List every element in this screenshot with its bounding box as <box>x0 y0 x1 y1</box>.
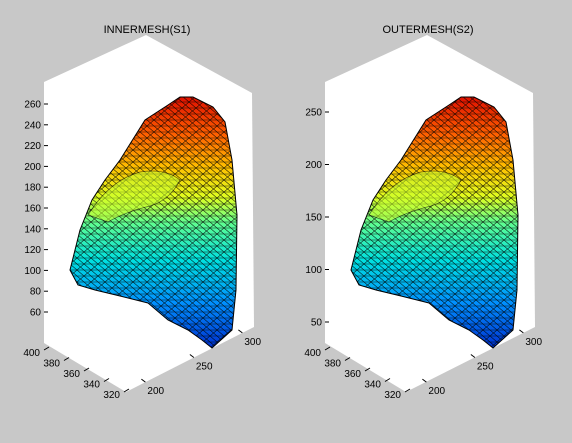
y-tick-mark <box>103 378 110 382</box>
x-tick-label: 250 <box>477 362 494 373</box>
chart-title-right: OUTERMESH(S2) <box>382 24 473 36</box>
axes-right: OUTERMESH(S2) 50 100 150 200 250 200 250 300 4… <box>304 24 542 401</box>
z-tick-label: 150 <box>305 213 322 224</box>
z-tick-label: 250 <box>305 108 322 119</box>
y-tick-label: 340 <box>364 380 381 391</box>
axes-left: INNERMESH(S1) 60 80 100 120 140 160 180 200 220 2… <box>23 24 261 401</box>
y-tick-label: 400 <box>304 348 321 359</box>
z-axis-right: 50 100 150 200 250 <box>305 108 329 329</box>
z-tick-label: 260 <box>24 100 41 111</box>
y-tick-mark <box>63 357 70 361</box>
z-tick-label: 200 <box>305 160 322 171</box>
z-tick-label: 200 <box>24 162 41 173</box>
x-tick-label: 200 <box>147 386 164 397</box>
z-tick-label: 100 <box>24 266 41 277</box>
x-tick-label: 200 <box>428 386 445 397</box>
surface-right <box>350 96 519 349</box>
x-tick-label: 300 <box>244 337 261 348</box>
x-tick-mark <box>238 329 243 334</box>
y-tick-label: 340 <box>83 380 100 391</box>
y-tick-mark <box>43 346 50 351</box>
z-tick-label: 180 <box>24 183 41 194</box>
z-tick-label: 220 <box>24 141 41 152</box>
z-tick-label: 120 <box>24 245 41 256</box>
z-tick-label: 100 <box>305 265 322 276</box>
y-tick-mark <box>384 378 391 382</box>
y-tick-label: 360 <box>344 369 361 380</box>
y-tick-mark <box>123 388 130 393</box>
y-tick-mark <box>404 388 411 393</box>
z-tick-label: 160 <box>24 204 41 215</box>
x-tick-mark <box>141 378 146 383</box>
z-tick-label: 60 <box>30 308 42 319</box>
z-axis-left: 60 80 100 120 140 160 180 200 220 240 260 <box>24 100 48 319</box>
surface-mesh-left <box>70 97 237 348</box>
x-tick-mark <box>189 354 195 358</box>
x-tick-mark <box>422 378 427 383</box>
y-tick-mark <box>83 367 90 372</box>
y-tick-label: 380 <box>324 359 341 370</box>
z-tick-label: 50 <box>311 318 323 329</box>
y-tick-label: 320 <box>384 390 401 401</box>
x-tick-mark <box>519 329 524 334</box>
z-tick-label: 80 <box>30 287 42 298</box>
y-tick-mark <box>364 367 371 372</box>
z-tick-label: 240 <box>24 120 41 131</box>
surface-fold-right <box>368 170 462 223</box>
y-tick-mark <box>324 346 331 351</box>
y-tick-label: 320 <box>103 390 120 401</box>
x-axis-right: 200 250 300 <box>422 329 542 397</box>
x-axis-left: 200 250 300 <box>141 329 261 397</box>
chart-title-left: INNERMESH(S1) <box>104 24 191 36</box>
y-tick-mark <box>344 357 351 361</box>
y-tick-label: 400 <box>23 348 40 359</box>
surface-mesh-right <box>351 97 518 348</box>
surface-left <box>69 96 238 349</box>
surface-fold-left <box>87 170 181 223</box>
x-tick-mark <box>470 354 476 358</box>
x-tick-label: 300 <box>525 337 542 348</box>
y-tick-label: 360 <box>63 369 80 380</box>
z-tick-label: 140 <box>24 224 41 235</box>
y-tick-label: 380 <box>43 359 60 370</box>
x-tick-label: 250 <box>196 362 213 373</box>
